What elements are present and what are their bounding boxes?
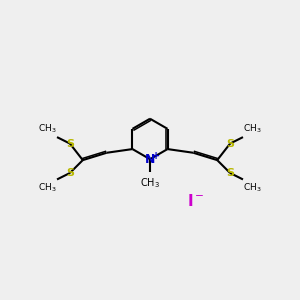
Text: S: S — [66, 139, 74, 148]
Text: CH$_3$: CH$_3$ — [38, 123, 57, 135]
Text: CH$_3$: CH$_3$ — [243, 123, 262, 135]
Text: S: S — [226, 139, 234, 148]
Text: +: + — [152, 151, 160, 160]
Text: I$^-$: I$^-$ — [187, 193, 205, 208]
Text: S: S — [66, 168, 74, 178]
Text: N: N — [145, 153, 155, 166]
Text: CH$_3$: CH$_3$ — [140, 176, 160, 190]
Text: CH$_3$: CH$_3$ — [243, 181, 262, 194]
Text: CH$_3$: CH$_3$ — [38, 181, 57, 194]
Text: S: S — [226, 168, 234, 178]
